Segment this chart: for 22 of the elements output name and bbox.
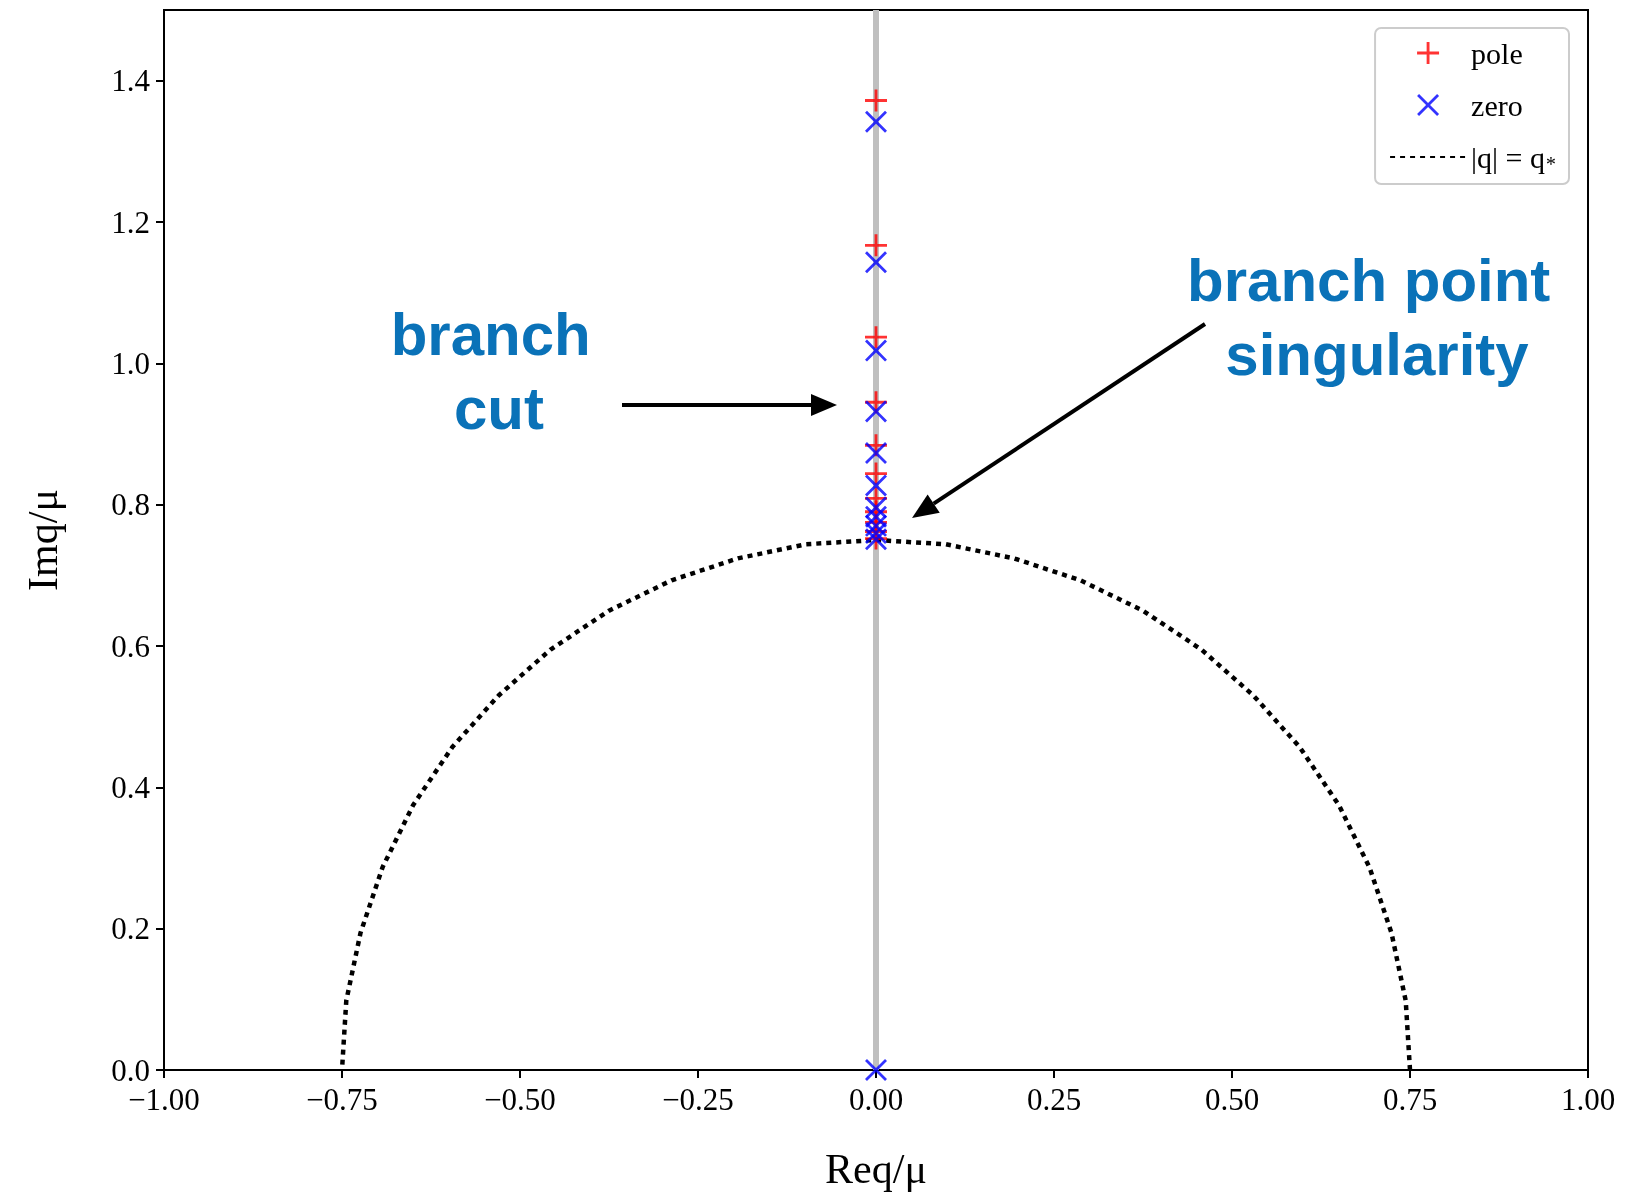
x-tick-label: 1.00 xyxy=(1560,1082,1616,1117)
legend-label: pole xyxy=(1471,36,1523,70)
x-axis-title: Req/μ xyxy=(825,1146,927,1192)
y-tick-label: 0.6 xyxy=(111,628,150,664)
x-tick-label: −0.50 xyxy=(484,1082,556,1117)
y-tick-label: 1.4 xyxy=(111,63,151,99)
y-axis-title: Imq/μ xyxy=(20,489,66,591)
y-tick-label: 1.0 xyxy=(111,345,150,381)
annotation: branch point singularity xyxy=(1187,246,1567,388)
y-tick-label: 0.4 xyxy=(111,769,151,805)
x-tick-label: 0.25 xyxy=(1026,1082,1082,1117)
x-tick-label: 0.75 xyxy=(1382,1082,1438,1117)
legend-label: zero xyxy=(1471,88,1523,122)
x-tick-label: −0.75 xyxy=(306,1082,378,1117)
y-tick-label: 0.2 xyxy=(111,911,150,947)
annotation: branch cut xyxy=(390,300,608,442)
x-tick-label: 0.00 xyxy=(848,1082,904,1117)
y-tick-label: 0.8 xyxy=(111,487,150,523)
x-tick-label: −0.25 xyxy=(662,1082,734,1117)
legend-label: |q| = q* xyxy=(1471,140,1555,175)
x-tick-label: 0.50 xyxy=(1204,1082,1260,1117)
y-tick-label: 1.2 xyxy=(111,204,150,240)
